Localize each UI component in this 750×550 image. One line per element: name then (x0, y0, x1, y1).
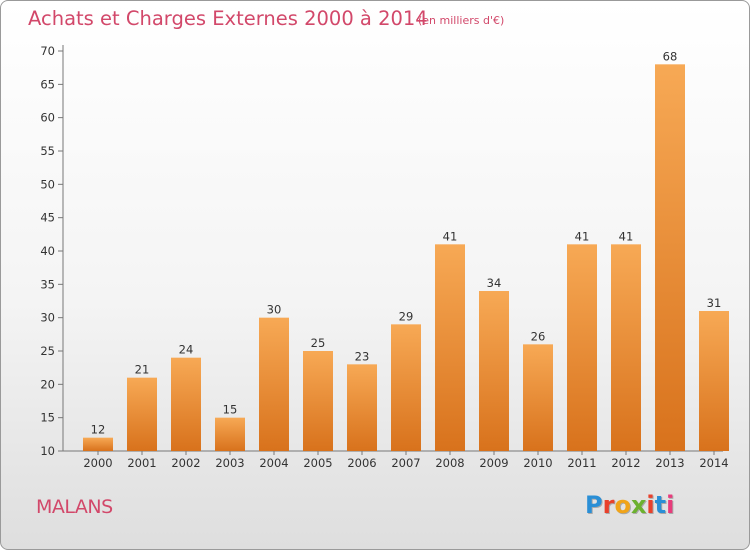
value-label-2013: 68 (663, 49, 678, 63)
value-label-2007: 29 (399, 309, 414, 323)
chart-title: Achats et Charges Externes 2000 à 2014 (28, 7, 428, 30)
bar-2010 (523, 344, 553, 451)
bar-2014 (699, 311, 729, 451)
y-tick-label: 15 (40, 411, 55, 425)
y-tick-label: 40 (40, 244, 55, 258)
chart-subtitle: (en milliers d'€) (418, 14, 505, 27)
value-label-2002: 24 (179, 343, 194, 357)
value-label-2000: 12 (91, 423, 106, 437)
value-label-2010: 26 (531, 329, 546, 343)
logo-letter: i (666, 491, 675, 519)
value-label-2012: 41 (619, 229, 634, 243)
value-label-2001: 21 (135, 363, 150, 377)
logo-letter: o (614, 491, 631, 519)
bar-2013 (655, 64, 685, 452)
y-tick-label: 35 (40, 277, 55, 291)
bar-chart: 10 15 20 25 30 35 40 45 50 55 60 65 70 12 2000 21 2001 2… (40, 44, 729, 470)
bar-2004 (259, 317, 289, 451)
bar-2002 (171, 357, 201, 451)
y-tick-label: 50 (40, 177, 55, 191)
x-tick-label-2002: 2002 (171, 456, 200, 470)
commune-label: MALANS (36, 496, 113, 518)
bar-2005 (303, 351, 333, 451)
bar-2012 (611, 244, 641, 451)
y-tick-label: 60 (40, 111, 55, 125)
bar-2008 (435, 244, 465, 451)
value-label-2014: 31 (707, 296, 722, 310)
x-tick-label-2003: 2003 (215, 456, 244, 470)
bar-2006 (347, 364, 377, 451)
x-tick-label-2009: 2009 (479, 456, 508, 470)
y-tick-label: 25 (40, 344, 55, 358)
x-tick-label-2007: 2007 (391, 456, 420, 470)
y-tick-label: 55 (40, 144, 55, 158)
bar-2007 (391, 324, 421, 451)
value-label-2011: 41 (575, 229, 590, 243)
x-tick-label-2006: 2006 (347, 456, 376, 470)
x-tick-label-2010: 2010 (523, 456, 552, 470)
x-tick-label-2004: 2004 (259, 456, 288, 470)
x-tick-label-2000: 2000 (83, 456, 112, 470)
logo-letter: r (602, 491, 615, 519)
bar-2001 (127, 377, 157, 451)
y-tick-label: 65 (40, 77, 55, 91)
value-label-2003: 15 (223, 403, 238, 417)
value-label-2006: 23 (355, 349, 370, 363)
x-tick-label-2013: 2013 (655, 456, 684, 470)
y-tick-label: 20 (40, 377, 55, 391)
x-tick-label-2005: 2005 (303, 456, 332, 470)
value-label-2008: 41 (443, 229, 458, 243)
x-tick-label-2001: 2001 (127, 456, 156, 470)
bar-2003 (215, 417, 245, 451)
y-tick-label: 30 (40, 311, 55, 325)
x-tick-label-2011: 2011 (567, 456, 596, 470)
logo-letter: P (585, 491, 603, 519)
proxiti-logo: Proxiti (585, 491, 674, 519)
x-tick-label-2014: 2014 (699, 456, 728, 470)
logo-letter: t (654, 491, 667, 519)
x-tick-label-2008: 2008 (435, 456, 464, 470)
bar-2009 (479, 291, 509, 451)
y-tick-label: 45 (40, 211, 55, 225)
logo-letter: x (630, 491, 647, 519)
bar-2000 (83, 437, 113, 451)
value-label-2005: 25 (311, 336, 326, 350)
x-tick-label-2012: 2012 (611, 456, 640, 470)
logo-letter: i (646, 491, 655, 519)
bar-2011 (567, 244, 597, 451)
value-label-2004: 30 (267, 303, 282, 317)
y-tick-label: 10 (40, 444, 55, 458)
y-tick-label: 70 (40, 44, 55, 58)
value-label-2009: 34 (487, 276, 502, 290)
